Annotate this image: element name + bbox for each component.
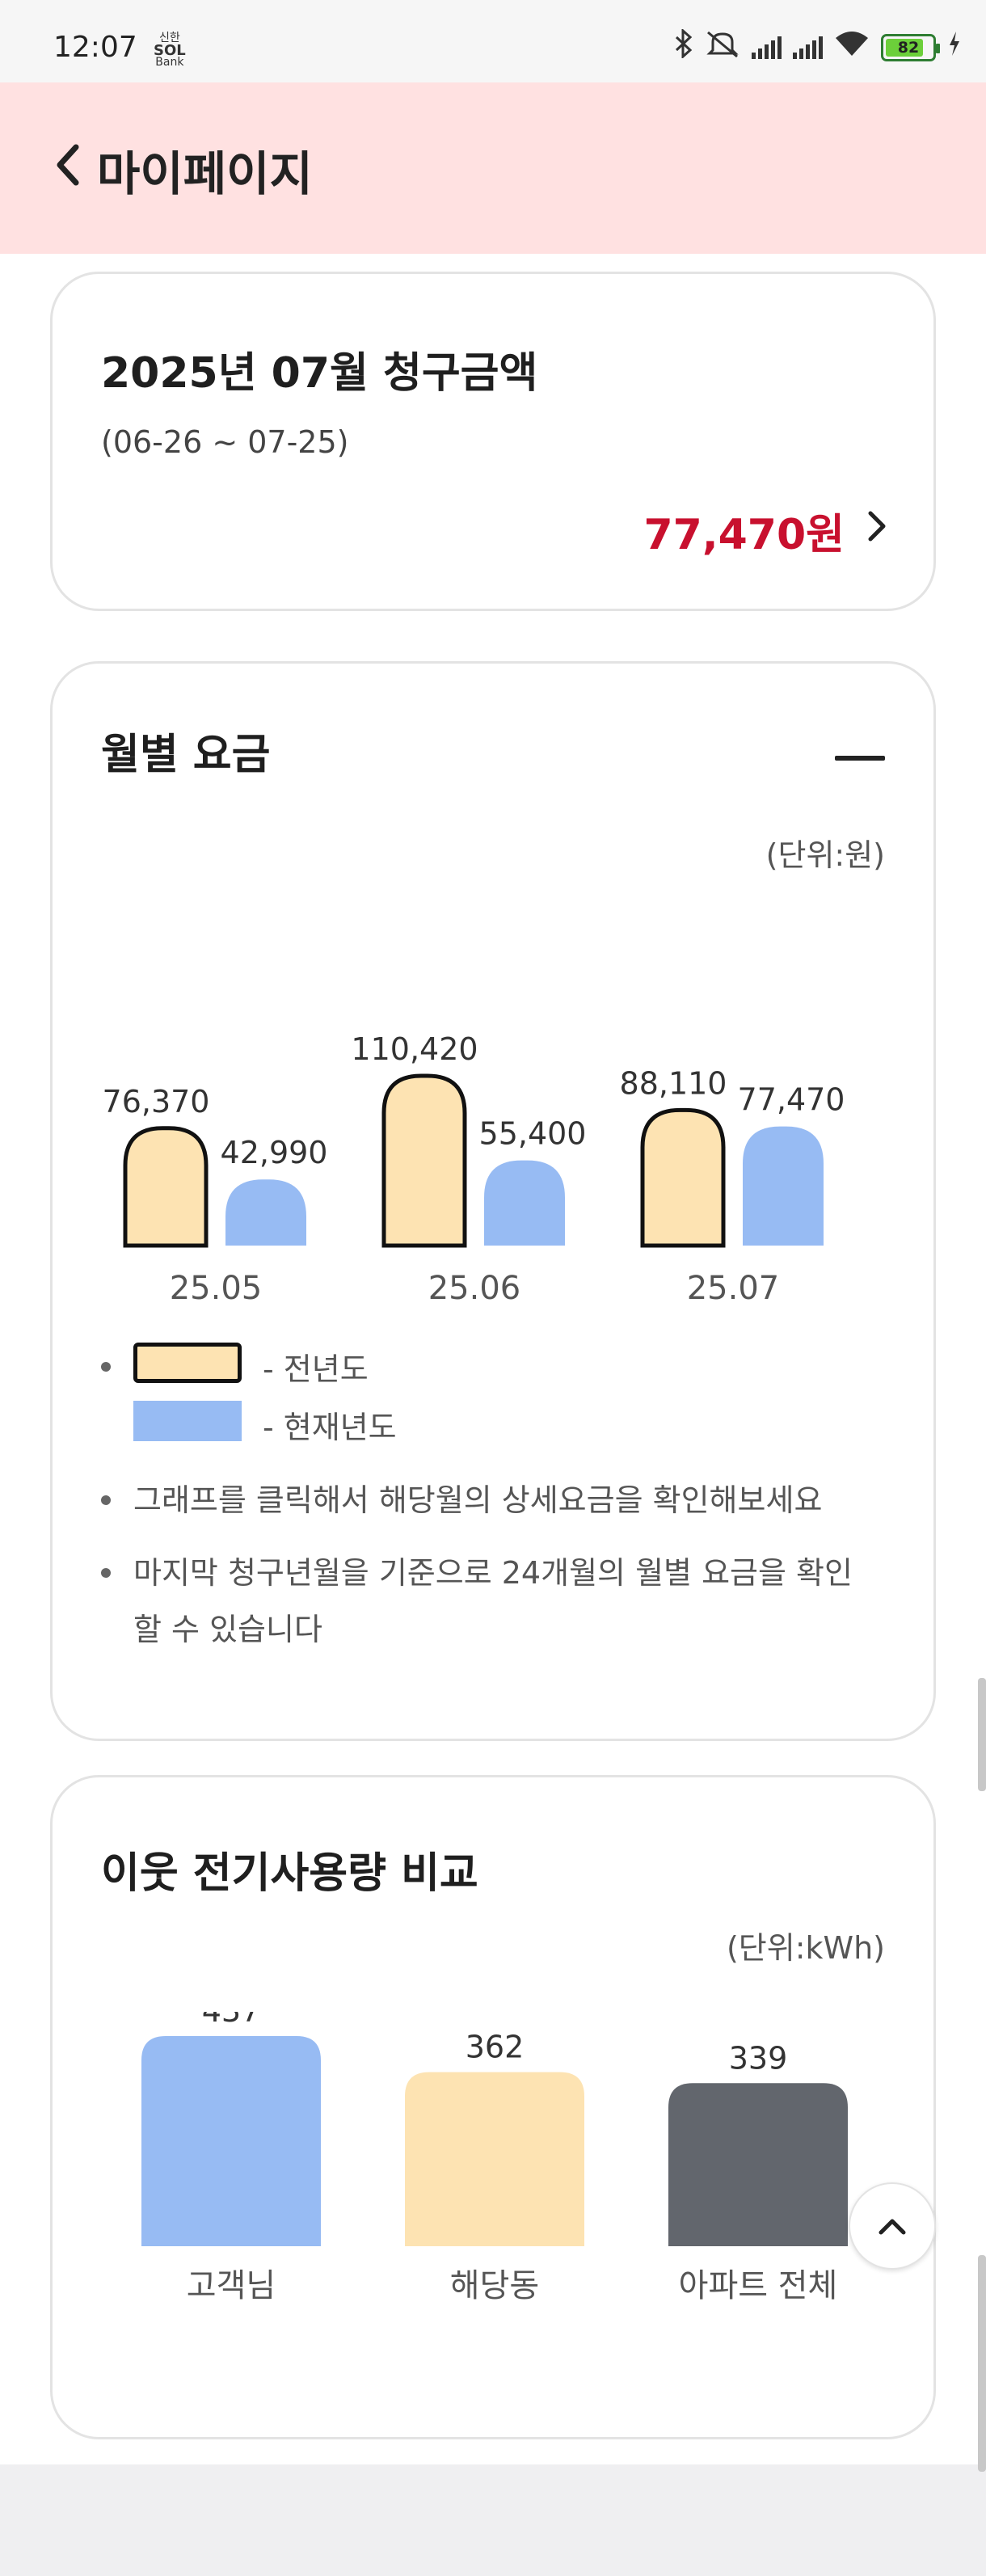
bar-current-year[interactable]	[484, 1160, 565, 1246]
x-tick-label: 아파트 전체	[679, 2267, 838, 2304]
note-click-graph: 그래프를 클릭해서 해당월의 상세요금을 확인해보세요	[101, 1472, 877, 1528]
bar-prev-year[interactable]	[640, 1107, 726, 1248]
battery-icon: 82	[881, 33, 940, 61]
battery-percent: 82	[897, 38, 920, 57]
bullet-dot	[101, 1495, 111, 1505]
neighbor-usage-chart: 437 고객님 362 해당동 339 아파트 전체	[141, 2012, 848, 2304]
status-bar: 12:07 신한 SOL Bank 82	[0, 0, 986, 82]
bar-value-label: 55,400	[479, 1116, 587, 1152]
monthly-fee-card: 월별 요금 (단위:원) 76,370 42,990 25.05 110,420 55,…	[50, 661, 936, 1741]
usage-bar	[405, 2072, 584, 2246]
bar-current-year[interactable]	[743, 1126, 824, 1246]
chevron-up-icon	[879, 2219, 906, 2235]
bar-value-label: 362	[466, 2030, 525, 2065]
chart-legend: - 전년도 - 현재년도	[101, 1343, 893, 1459]
carrier-logo: 신한 SOL Bank	[154, 32, 186, 69]
note-24-months: 마지막 청구년월을 기준으로 24개월의 월별 요금을 확인할 수 있습니다	[101, 1545, 877, 1658]
bill-title: 2025년 07월 청구금액	[101, 349, 538, 398]
bar-value-label: 42,990	[221, 1135, 328, 1170]
bill-period: (06-26 ~ 07-25)	[101, 424, 349, 460]
content-area: 2025년 07월 청구금액 (06-26 ~ 07-25) 77,470원 월…	[0, 254, 986, 2464]
carrier-line-1: 신한	[158, 32, 180, 44]
bar-value-label: 77,470	[738, 1082, 845, 1118]
legend-swatch-prev-year	[133, 1343, 242, 1383]
scrollbar-track-segment	[978, 2255, 986, 2472]
bluetooth-icon	[674, 27, 693, 65]
chevron-right-icon[interactable]	[866, 508, 888, 544]
bullet-dot	[101, 1568, 111, 1578]
bullet-dot	[101, 1362, 111, 1372]
signal-icon	[752, 36, 782, 59]
x-tick-label: 고객님	[187, 2267, 276, 2304]
usage-bar	[141, 2036, 321, 2246]
scrollbar-thumb[interactable]	[978, 1678, 986, 1791]
usage-bar	[668, 2083, 848, 2246]
collapse-minus-icon[interactable]	[835, 756, 885, 761]
monthly-fee-title: 월별 요금	[101, 731, 271, 779]
signal-icon-2	[793, 36, 823, 59]
legend-swatch-current-year	[133, 1401, 242, 1441]
x-tick-label: 25.06	[428, 1270, 521, 1307]
monthly-fee-chart[interactable]: 76,370 42,990 25.05 110,420 55,400 25.06 88,11…	[101, 947, 890, 1310]
bar-value-label: 437	[202, 2012, 261, 2029]
carrier-line-3: Bank	[155, 56, 184, 69]
page-header: 마이페이지	[0, 82, 986, 254]
legend-label-prev-year: - 전년도	[263, 1351, 369, 1387]
bar-value-label: 88,110	[620, 1065, 727, 1101]
bill-card[interactable]: 2025년 07월 청구금액 (06-26 ~ 07-25) 77,470원	[50, 272, 936, 611]
bar-current-year[interactable]	[225, 1179, 306, 1246]
bar-value-label: 110,420	[351, 1031, 478, 1067]
charging-icon	[947, 30, 962, 65]
note-text: 마지막 청구년월을 기준으로 24개월의 월별 요금을 확인할 수 있습니다	[133, 1555, 853, 1647]
status-time: 12:07	[53, 31, 137, 64]
carrier-line-2: SOL	[154, 42, 186, 59]
back-chevron-icon[interactable]	[50, 141, 86, 189]
legend-label-current-year: - 현재년도	[263, 1410, 397, 1445]
scroll-to-top-button[interactable]	[849, 2182, 936, 2270]
monthly-fee-unit: (단위:원)	[765, 837, 885, 873]
bar-prev-year[interactable]	[123, 1126, 209, 1248]
neighbor-usage-unit: (단위:kWh)	[726, 1930, 885, 1966]
legend-item-prev-year: - 전년도	[101, 1343, 893, 1401]
bar-value-label: 339	[729, 2040, 788, 2076]
neighbor-usage-title: 이웃 전기사용량 비교	[101, 1849, 478, 1898]
status-icons: 82	[674, 27, 962, 65]
bill-amount[interactable]: 77,470원	[643, 511, 845, 559]
legend-item-current-year: - 현재년도	[101, 1401, 893, 1459]
x-tick-label: 25.05	[170, 1270, 263, 1307]
wifi-icon	[834, 30, 870, 65]
mute-icon	[705, 29, 740, 65]
x-tick-label: 해당동	[450, 2267, 539, 2304]
page-title: 마이페이지	[97, 146, 313, 201]
bar-value-label: 76,370	[103, 1084, 210, 1119]
note-text: 그래프를 클릭해서 해당월의 상세요금을 확인해보세요	[133, 1482, 823, 1518]
bar-prev-year[interactable]	[381, 1073, 467, 1248]
x-tick-label: 25.07	[687, 1270, 780, 1307]
neighbor-usage-card: 이웃 전기사용량 비교 (단위:kWh) 437 고객님 362 해당동 339 아파트 …	[50, 1775, 936, 2439]
